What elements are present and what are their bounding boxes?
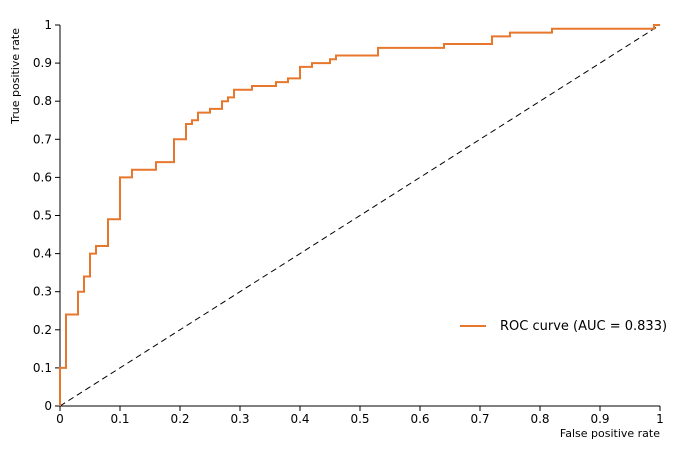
plot-area: [59, 24, 661, 407]
x-tick-label: 0.3: [230, 412, 249, 426]
y-axis-title: True positive rate: [9, 28, 22, 125]
y-tick-label: 0.1: [33, 361, 52, 375]
y-tick-label: 0.9: [33, 56, 52, 70]
x-tick-label: 1: [656, 412, 664, 426]
y-tick-label: 0.2: [33, 323, 52, 337]
y-tick-label: 0.5: [33, 209, 52, 223]
x-axis-ticks: 0 0.1 0.2 0.3 0.4 0.5 0.6 0.7 0.8 0.9 1: [56, 406, 664, 426]
legend: ROC curve (AUC = 0.833): [460, 319, 667, 334]
y-tick-label: 0.6: [33, 170, 52, 184]
y-tick-label: 0: [44, 399, 52, 413]
x-tick-label: 0: [56, 412, 64, 426]
y-tick-label: 1: [44, 18, 52, 32]
x-tick-label: 0.1: [110, 412, 129, 426]
y-tick-label: 0.7: [33, 132, 52, 146]
x-tick-label: 0.9: [590, 412, 609, 426]
x-tick-label: 0.7: [470, 412, 489, 426]
x-tick-label: 0.2: [170, 412, 189, 426]
x-tick-label: 0.8: [530, 412, 549, 426]
y-axis-ticks: 0 0.1 0.2 0.3 0.4 0.5 0.6 0.7 0.8 0.9 1: [33, 18, 60, 413]
roc-curve-line: [59, 24, 660, 406]
y-tick-label: 0.4: [33, 247, 52, 261]
x-tick-label: 0.6: [410, 412, 429, 426]
legend-label: ROC curve (AUC = 0.833): [500, 319, 667, 334]
chance-diagonal-line: [59, 24, 661, 407]
y-tick-label: 0.8: [33, 94, 52, 108]
x-tick-label: 0.4: [290, 412, 309, 426]
y-tick-label: 0.3: [33, 285, 52, 299]
x-axis-title: False positive rate: [560, 427, 660, 440]
x-tick-label: 0.5: [350, 412, 369, 426]
